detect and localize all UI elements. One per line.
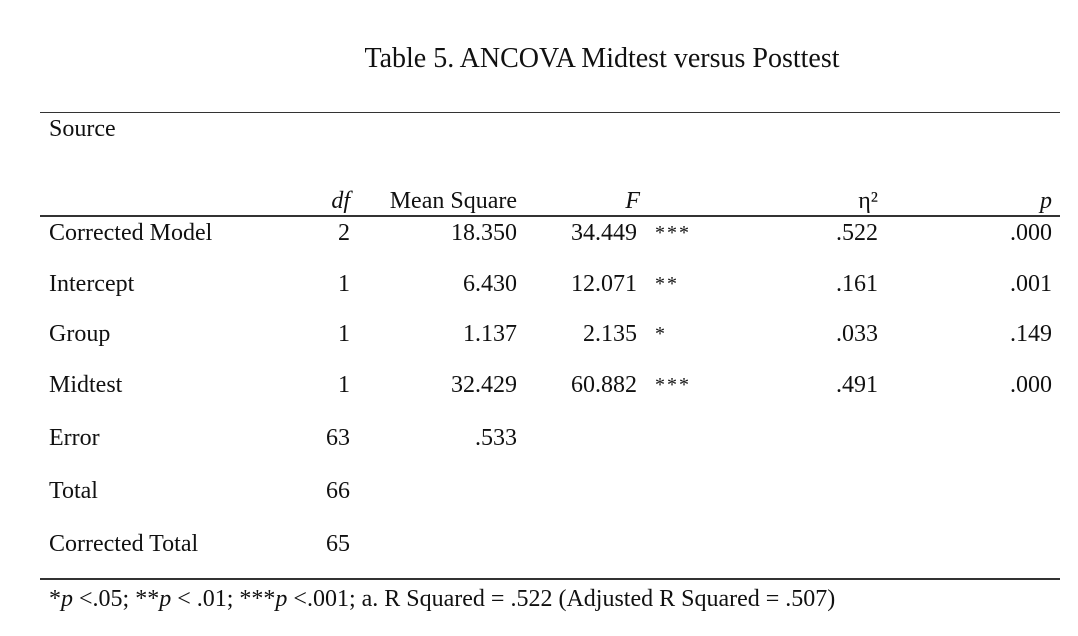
header-f: F xyxy=(625,188,640,214)
cell-mean-square: 6.430 xyxy=(463,271,517,297)
cell-p: .000 xyxy=(1010,372,1052,398)
cell-source: Corrected Total xyxy=(49,531,199,557)
table-row: Group 1 1.137 2.135 * .033 .149 xyxy=(0,319,1078,349)
cell-mean-square: 1.137 xyxy=(463,321,517,347)
cell-mean-square: 32.429 xyxy=(451,372,517,398)
cell-eta-squared: .033 xyxy=(836,321,878,347)
header-df: df xyxy=(331,188,350,214)
cell-source: Total xyxy=(49,478,98,504)
cell-eta-squared: .161 xyxy=(836,271,878,297)
cell-mean-square: 18.350 xyxy=(451,220,517,246)
cell-f: 34.449 xyxy=(571,220,637,246)
bottom-rule xyxy=(40,578,1060,580)
cell-significance: *** xyxy=(655,374,691,396)
cell-f: 2.135 xyxy=(583,321,637,347)
table-row: Corrected Model 2 18.350 34.449 *** .522 .000 xyxy=(0,218,1078,248)
cell-p: .001 xyxy=(1010,271,1052,297)
header-eta-squared: η² xyxy=(858,188,878,214)
cell-f: 60.882 xyxy=(571,372,637,398)
cell-source: Corrected Model xyxy=(49,220,213,246)
cell-eta-squared: .491 xyxy=(836,372,878,398)
header-rule xyxy=(40,215,1060,217)
cell-df: 1 xyxy=(338,271,350,297)
source-header: Source xyxy=(49,116,116,142)
cell-significance: *** xyxy=(655,222,691,244)
cell-source: Intercept xyxy=(49,271,135,297)
table-row: Corrected Total 65 xyxy=(0,529,1078,559)
header-mean-square: Mean Square xyxy=(389,188,517,214)
header-p: p xyxy=(1040,188,1052,214)
cell-eta-squared: .522 xyxy=(836,220,878,246)
table-row: Midtest 1 32.429 60.882 *** .491 .000 xyxy=(0,370,1078,400)
cell-source: Group xyxy=(49,321,111,347)
table-row: Total 66 xyxy=(0,476,1078,506)
cell-source: Midtest xyxy=(49,372,123,398)
table-title: Table 5. ANCOVA Midtest versus Posttest xyxy=(364,43,840,74)
cell-df: 63 xyxy=(326,425,350,451)
cell-df: 65 xyxy=(326,531,350,557)
cell-df: 2 xyxy=(338,220,350,246)
cell-df: 1 xyxy=(338,321,350,347)
cell-f: 12.071 xyxy=(571,271,637,297)
cell-significance: * xyxy=(655,323,667,345)
table-row: Intercept 1 6.430 12.071 ** .161 .001 xyxy=(0,269,1078,299)
cell-significance: ** xyxy=(655,273,679,295)
cell-source: Error xyxy=(49,425,100,451)
footnote: *p <.05; **p < .01; ***p <.001; a. R Squ… xyxy=(49,586,836,612)
table-row: Error 63 .533 xyxy=(0,423,1078,453)
cell-mean-square: .533 xyxy=(475,425,517,451)
cell-p: .149 xyxy=(1010,321,1052,347)
column-header-row: df Mean Square F η² p xyxy=(0,186,1078,216)
cell-df: 66 xyxy=(326,478,350,504)
top-rule xyxy=(40,112,1060,113)
cell-df: 1 xyxy=(338,372,350,398)
cell-p: .000 xyxy=(1010,220,1052,246)
